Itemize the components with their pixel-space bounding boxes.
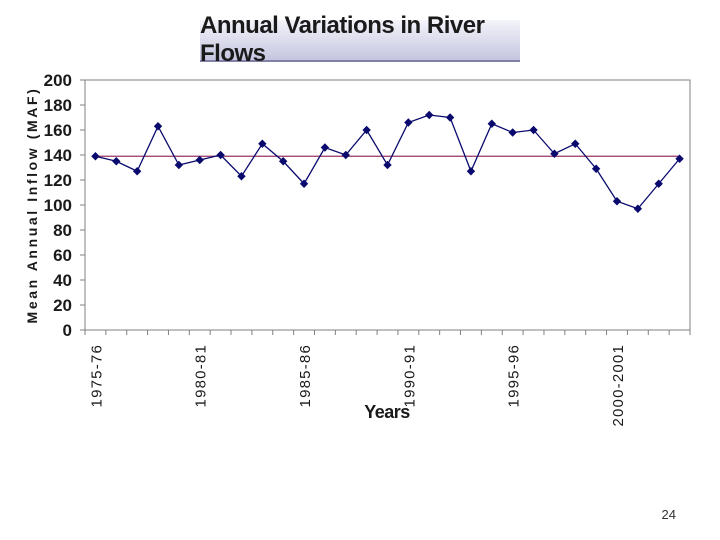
data-point-marker — [466, 167, 476, 176]
x-tick-label: 1975-76 — [88, 344, 105, 407]
data-point-marker — [320, 143, 330, 152]
data-point-marker — [591, 164, 601, 173]
plot-area — [84, 79, 691, 331]
data-point-marker — [362, 125, 371, 135]
y-tick-label: 200 — [44, 71, 72, 90]
y-tick-label: 60 — [53, 246, 72, 265]
x-tick-label: 1985-86 — [297, 344, 314, 407]
y-tick-label: 0 — [63, 321, 72, 340]
y-axis-title: Mean Annual Inflow (MAF) — [24, 87, 40, 324]
data-point-marker — [341, 150, 350, 160]
y-tick-label: 40 — [53, 271, 72, 290]
data-point-marker — [571, 139, 580, 148]
data-point-marker — [445, 113, 455, 122]
data-point-marker — [529, 125, 538, 135]
data-point-marker — [237, 172, 246, 181]
data-point-marker — [612, 197, 622, 206]
y-tick-label: 20 — [53, 296, 72, 315]
data-point-marker — [675, 154, 684, 163]
x-tick-label: 2000-2001 — [610, 344, 627, 427]
data-point-marker — [299, 179, 309, 188]
series-layer — [91, 110, 684, 213]
data-point-marker — [278, 157, 288, 166]
data-point-marker — [132, 167, 142, 176]
x-axis: 1975-76 1980-81 1985-86 1990-91 1995-96 2000-… — [84, 330, 691, 427]
x-tick-label: 1980-81 — [193, 344, 210, 407]
data-point-marker — [487, 119, 497, 128]
data-point-marker — [383, 160, 392, 170]
y-axis: 0 20 40 60 80 100 120 140 160 180 200 — [44, 71, 85, 340]
data-point-marker — [112, 157, 121, 166]
plot-border — [84, 79, 691, 331]
x-axis-title: Years — [364, 402, 410, 422]
data-point-marker — [153, 122, 163, 131]
page-number: 24 — [661, 507, 676, 522]
y-tick-label: 160 — [44, 121, 72, 140]
y-tick-label: 80 — [53, 221, 72, 240]
data-point-marker — [654, 179, 663, 188]
y-tick-label: 180 — [44, 96, 72, 115]
data-point-marker — [633, 204, 643, 213]
data-point-marker — [425, 110, 434, 120]
data-point-marker — [258, 139, 267, 148]
y-tick-label: 140 — [44, 146, 72, 165]
data-point-marker — [550, 149, 559, 158]
data-point-marker — [404, 118, 413, 127]
data-point-marker — [91, 152, 100, 161]
data-point-marker — [195, 155, 204, 165]
x-tick-label: 1995-96 — [506, 344, 523, 407]
y-tick-label: 100 — [44, 196, 72, 215]
x-tick-label: 1990-91 — [401, 344, 418, 407]
data-point-marker — [216, 150, 225, 160]
y-tick-label: 120 — [44, 171, 72, 190]
data-point-marker — [174, 160, 184, 170]
data-point-marker — [508, 128, 517, 137]
